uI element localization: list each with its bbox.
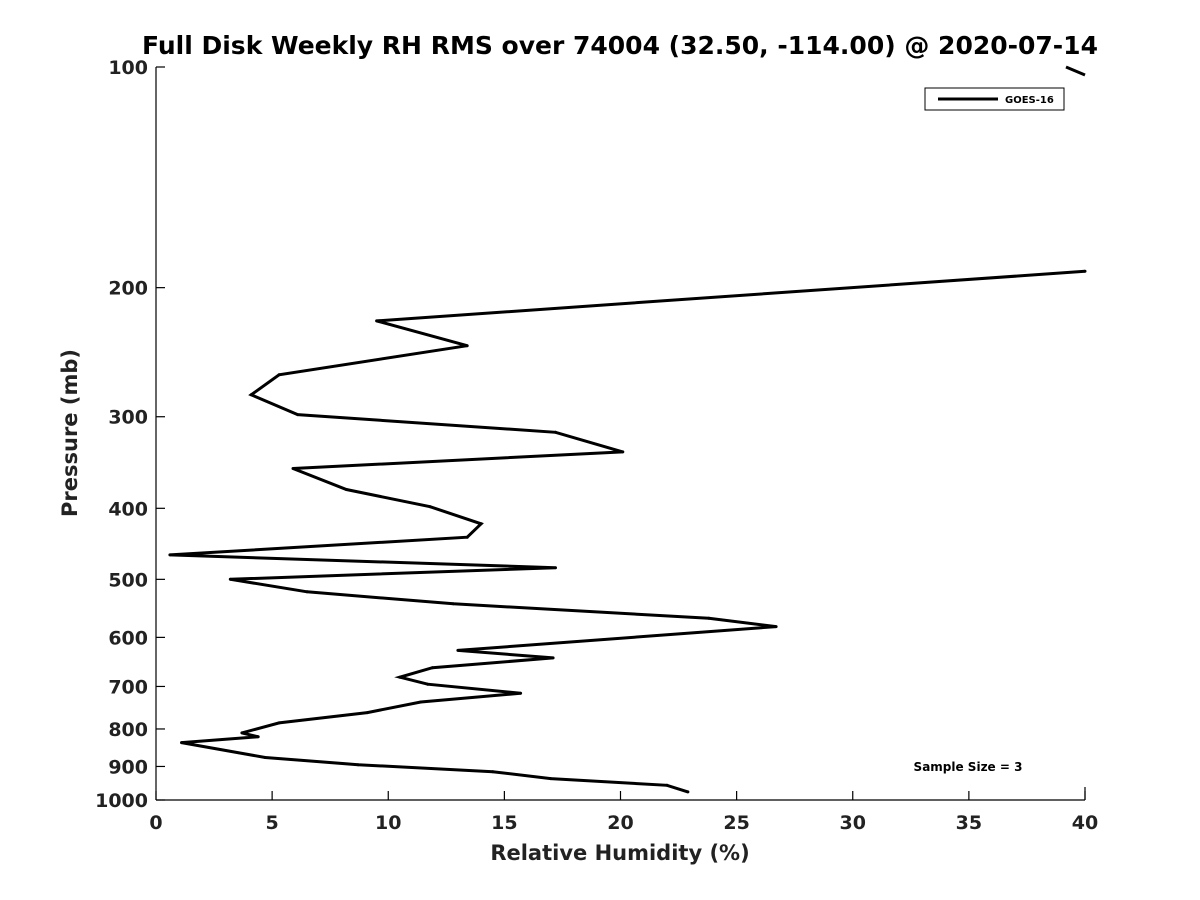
y-tick-label: 600 bbox=[108, 627, 148, 649]
series-point bbox=[240, 731, 244, 735]
y-ticks: 100 200 300 400 500 600 700 800 900 1000 bbox=[95, 57, 165, 812]
series-point bbox=[419, 700, 423, 704]
series-point bbox=[774, 625, 778, 629]
x-tick-label: 0 bbox=[149, 812, 162, 834]
y-tick-label: 400 bbox=[108, 498, 148, 520]
series-point bbox=[621, 450, 625, 454]
y-tick-label: 800 bbox=[108, 719, 148, 741]
series-point bbox=[491, 770, 495, 774]
y-tick-label: 500 bbox=[108, 569, 148, 591]
series-point bbox=[519, 691, 523, 695]
series-line-goes16 bbox=[169, 269, 1086, 794]
series-point bbox=[479, 522, 483, 526]
series-point bbox=[430, 666, 434, 670]
y-tick-label: 700 bbox=[108, 676, 148, 698]
series-point bbox=[398, 675, 402, 679]
series-point bbox=[554, 430, 557, 434]
y-tick-label: 100 bbox=[108, 57, 148, 79]
series-point bbox=[305, 590, 309, 594]
series-point bbox=[554, 566, 557, 570]
x-ticks: 0 5 10 15 20 25 30 35 40 bbox=[149, 791, 1098, 834]
plot-area bbox=[155, 67, 1086, 801]
series-point bbox=[686, 790, 690, 794]
x-tick-label: 30 bbox=[840, 812, 866, 834]
series-point bbox=[549, 777, 553, 781]
series-point bbox=[465, 344, 469, 348]
series-point bbox=[551, 656, 555, 660]
series-layer bbox=[168, 65, 1087, 794]
x-tick-label: 35 bbox=[956, 812, 982, 834]
series-point bbox=[707, 616, 711, 620]
x-tick-label: 25 bbox=[723, 812, 749, 834]
series-point bbox=[249, 393, 253, 397]
series-point bbox=[456, 648, 460, 652]
series-point bbox=[277, 721, 281, 725]
series-point bbox=[180, 741, 183, 745]
series-point bbox=[344, 488, 348, 491]
series-point bbox=[451, 602, 455, 606]
series-point bbox=[365, 711, 369, 715]
series-point bbox=[296, 413, 300, 417]
x-tick-label: 5 bbox=[266, 812, 279, 834]
sample-size-note: Sample Size = 3 bbox=[914, 760, 1023, 774]
series-offscale-segment bbox=[1065, 65, 1086, 77]
series-point bbox=[263, 756, 267, 759]
y-axis-label: Pressure (mb) bbox=[58, 349, 82, 517]
y-tick-label: 300 bbox=[108, 407, 148, 429]
y-tick-label: 1000 bbox=[95, 790, 148, 812]
series-point bbox=[426, 682, 430, 686]
x-tick-label: 10 bbox=[375, 812, 401, 834]
y-tick-label: 900 bbox=[108, 756, 148, 778]
series-point bbox=[168, 553, 172, 557]
x-tick-label: 20 bbox=[607, 812, 633, 834]
x-tick-label: 40 bbox=[1072, 812, 1098, 834]
series-point bbox=[465, 535, 469, 539]
series-point bbox=[375, 319, 379, 323]
series-point bbox=[291, 467, 295, 470]
y-tick-label: 200 bbox=[108, 278, 148, 300]
x-axis-label: Relative Humidity (%) bbox=[490, 841, 749, 865]
series-point bbox=[256, 735, 260, 739]
series-point bbox=[356, 763, 360, 767]
chart-title: Full Disk Weekly RH RMS over 74004 (32.5… bbox=[142, 31, 1098, 60]
series-point bbox=[428, 505, 432, 509]
legend-label-goes16: GOES-16 bbox=[1005, 95, 1054, 106]
series-point bbox=[228, 577, 232, 581]
legend: GOES-16 bbox=[924, 87, 1065, 111]
series-point bbox=[665, 783, 669, 787]
series-point bbox=[277, 373, 281, 377]
series-point bbox=[1083, 269, 1087, 273]
x-tick-label: 15 bbox=[491, 812, 517, 834]
